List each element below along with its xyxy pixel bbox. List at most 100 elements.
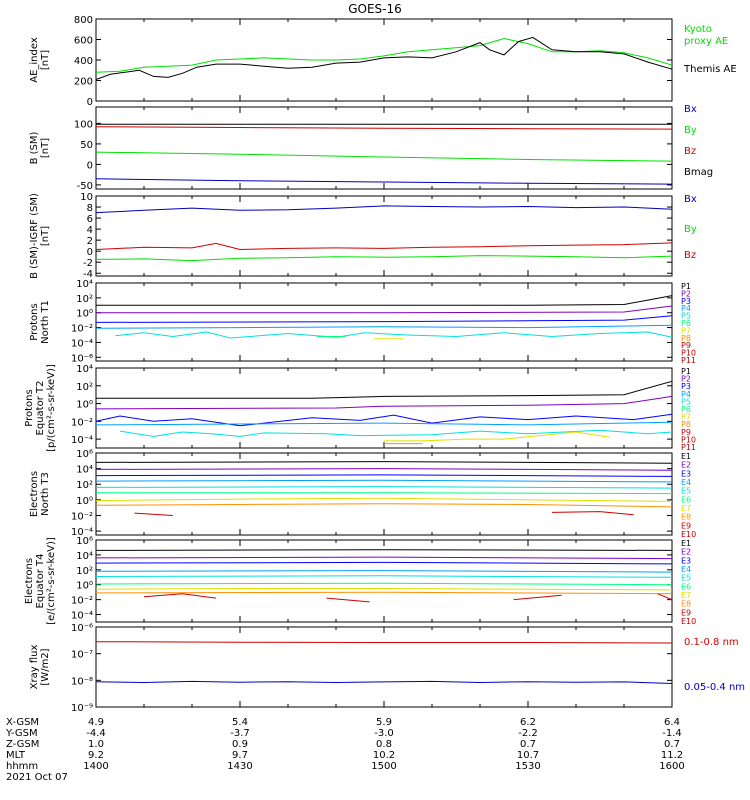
ytick-label-protE: 10⁰ bbox=[76, 400, 93, 411]
ytick-label-b: -50 bbox=[77, 181, 93, 192]
series-line-elecN-E1 bbox=[95, 461, 673, 464]
series-line-xray-0-1-0-8-nm bbox=[95, 641, 673, 644]
xaxis-tick-value: 5.9 bbox=[376, 717, 392, 728]
xaxis-tick-value: 10.7 bbox=[517, 750, 539, 761]
ylabel-bigrf: B (SM)-IGRF (SM) bbox=[29, 193, 40, 279]
legend-entry-protE: P9 bbox=[681, 428, 691, 437]
legend-entry-protN: P9 bbox=[681, 341, 691, 350]
ylabel-ae: [nT] bbox=[40, 50, 51, 70]
panel-frame-elecE bbox=[95, 539, 673, 623]
xaxis-tick-value: 1530 bbox=[515, 761, 540, 772]
xaxis-tick-value: 0.8 bbox=[376, 739, 392, 750]
ytick-label-protN: 10⁻⁴ bbox=[71, 338, 93, 349]
ytick-label-ae: 200 bbox=[74, 77, 93, 88]
series-line-bigrf-Bz bbox=[95, 242, 673, 251]
series-line-elecN-E2 bbox=[95, 468, 673, 471]
ytick-label-ae: 400 bbox=[74, 56, 93, 67]
legend-entry-elecN: E4 bbox=[681, 478, 691, 487]
xaxis-tick-value: 1430 bbox=[227, 761, 252, 772]
legend-entry-protN: P8 bbox=[681, 334, 691, 343]
legend-entry-elecE: E4 bbox=[681, 565, 691, 574]
series-line-elecE-E5 bbox=[95, 575, 673, 578]
ytick-label-xray: 10⁻⁶ bbox=[71, 623, 93, 634]
legend-entry-elecN: E10 bbox=[681, 530, 696, 539]
legend-entry-elecN: E5 bbox=[681, 487, 691, 496]
legend-entry-protE: P3 bbox=[681, 382, 691, 391]
legend-entry-elecN: E7 bbox=[681, 504, 691, 513]
series-line-protE-P4 bbox=[95, 421, 673, 426]
series-line-protE-P3 bbox=[95, 413, 673, 427]
legend-entry-ae: Themis AE bbox=[683, 64, 737, 75]
ytick-label-elecN: 10² bbox=[76, 480, 93, 491]
ytick-label-ae: 800 bbox=[74, 15, 93, 26]
series-line-elecE-E2 bbox=[95, 556, 673, 560]
legend-entry-bigrf: Bz bbox=[684, 250, 696, 261]
legend-entry-elecN: E6 bbox=[681, 495, 691, 504]
ytick-label-protN: 10⁻² bbox=[71, 324, 93, 335]
series-line-protN-P3 bbox=[95, 315, 673, 323]
legend-entry-b: Bmag bbox=[684, 167, 713, 178]
xaxis-tick-value: 1400 bbox=[83, 761, 108, 772]
series-line-elecE-E4 bbox=[95, 570, 673, 573]
ylabel-protE: Equator T2 bbox=[35, 381, 46, 436]
panel-frame-xray bbox=[95, 626, 673, 708]
series-line-elecN-E9b bbox=[551, 511, 634, 516]
xaxis-tick-value: 9.7 bbox=[232, 750, 248, 761]
xaxis-tick-value: 1500 bbox=[371, 761, 396, 772]
ylabel-b: [nT] bbox=[40, 138, 51, 158]
legend-entry-protN: P10 bbox=[681, 349, 696, 358]
series-line-elecN-E7 bbox=[95, 497, 673, 502]
panel-frame-ae bbox=[95, 18, 673, 102]
xaxis-tick-value: -1.4 bbox=[662, 728, 682, 739]
series-line-protE-P7 bbox=[384, 431, 610, 442]
legend-entry-protN: P11 bbox=[681, 356, 696, 365]
panel-frame-elecN bbox=[95, 452, 673, 536]
ylabel-b: B (SM) bbox=[29, 131, 40, 164]
xaxis-tick-value: 4.9 bbox=[88, 717, 104, 728]
xaxis-tick-value: 9.2 bbox=[88, 750, 104, 761]
ytick-label-b: 0 bbox=[87, 160, 93, 171]
legend-entry-b: By bbox=[684, 125, 697, 136]
series-line-protN-P2 bbox=[96, 305, 673, 314]
series-line-elecN-E8 bbox=[95, 503, 673, 508]
legend-entry-protN: P1 bbox=[681, 282, 691, 291]
series-line-elecN-E6 bbox=[96, 492, 673, 495]
series-line-elecN-E9 bbox=[134, 512, 173, 516]
ytick-label-ae: 0 bbox=[87, 97, 93, 108]
xaxis-tick-value: 10.2 bbox=[373, 750, 395, 761]
ytick-label-elecE: 10⁻² bbox=[71, 596, 93, 607]
ytick-label-protE: 10⁴ bbox=[76, 364, 93, 375]
ytick-label-elecN: 10⁻² bbox=[71, 511, 93, 522]
xaxis-tick-value: -3.7 bbox=[230, 728, 250, 739]
legend-entry-elecE: E1 bbox=[681, 539, 691, 548]
ytick-label-protN: 10² bbox=[76, 294, 93, 305]
legend-entry-protN: P2 bbox=[681, 289, 691, 298]
ylabel-elecN: North T3 bbox=[40, 472, 51, 516]
xaxis-tick-value: -4.4 bbox=[86, 728, 106, 739]
legend-entry-elecN: E1 bbox=[681, 452, 691, 461]
ylabel-protN: Protons bbox=[29, 303, 40, 340]
legend-entry-ae: proxy AE bbox=[684, 36, 728, 47]
series-line-xray-0-05-0-4-nm bbox=[95, 680, 673, 684]
xaxis-row-label: hhmm bbox=[6, 761, 38, 772]
series-line-bigrf-By bbox=[95, 255, 673, 262]
ytick-label-elecN: 10⁻⁴ bbox=[71, 527, 93, 538]
series-line-elecE-E1 bbox=[95, 549, 673, 551]
xaxis-row-label: MLT bbox=[6, 750, 26, 761]
legend-entry-elecE: E5 bbox=[681, 574, 691, 583]
series-line-elecE-E9d bbox=[657, 593, 673, 601]
legend-entry-elecN: E9 bbox=[681, 521, 691, 530]
panel-frame-protE bbox=[95, 367, 673, 449]
ytick-label-elecE: 10² bbox=[76, 566, 93, 577]
panel-frame-b bbox=[95, 106, 673, 190]
ytick-label-elecE: 10⁻⁴ bbox=[71, 611, 93, 622]
legend-entry-protN: P5 bbox=[681, 312, 691, 321]
legend-entry-xray: 0.1-0.8 nm bbox=[684, 637, 739, 648]
series-line-elecE-E7 bbox=[95, 588, 673, 591]
ytick-label-elecE: 10⁶ bbox=[76, 536, 93, 547]
legend-entry-elecE: E7 bbox=[681, 591, 691, 600]
xaxis-tick-value: 0.7 bbox=[520, 739, 536, 750]
date-label: 2021 Oct 07 bbox=[6, 772, 68, 783]
xaxis-tick-value: 0.9 bbox=[232, 739, 248, 750]
